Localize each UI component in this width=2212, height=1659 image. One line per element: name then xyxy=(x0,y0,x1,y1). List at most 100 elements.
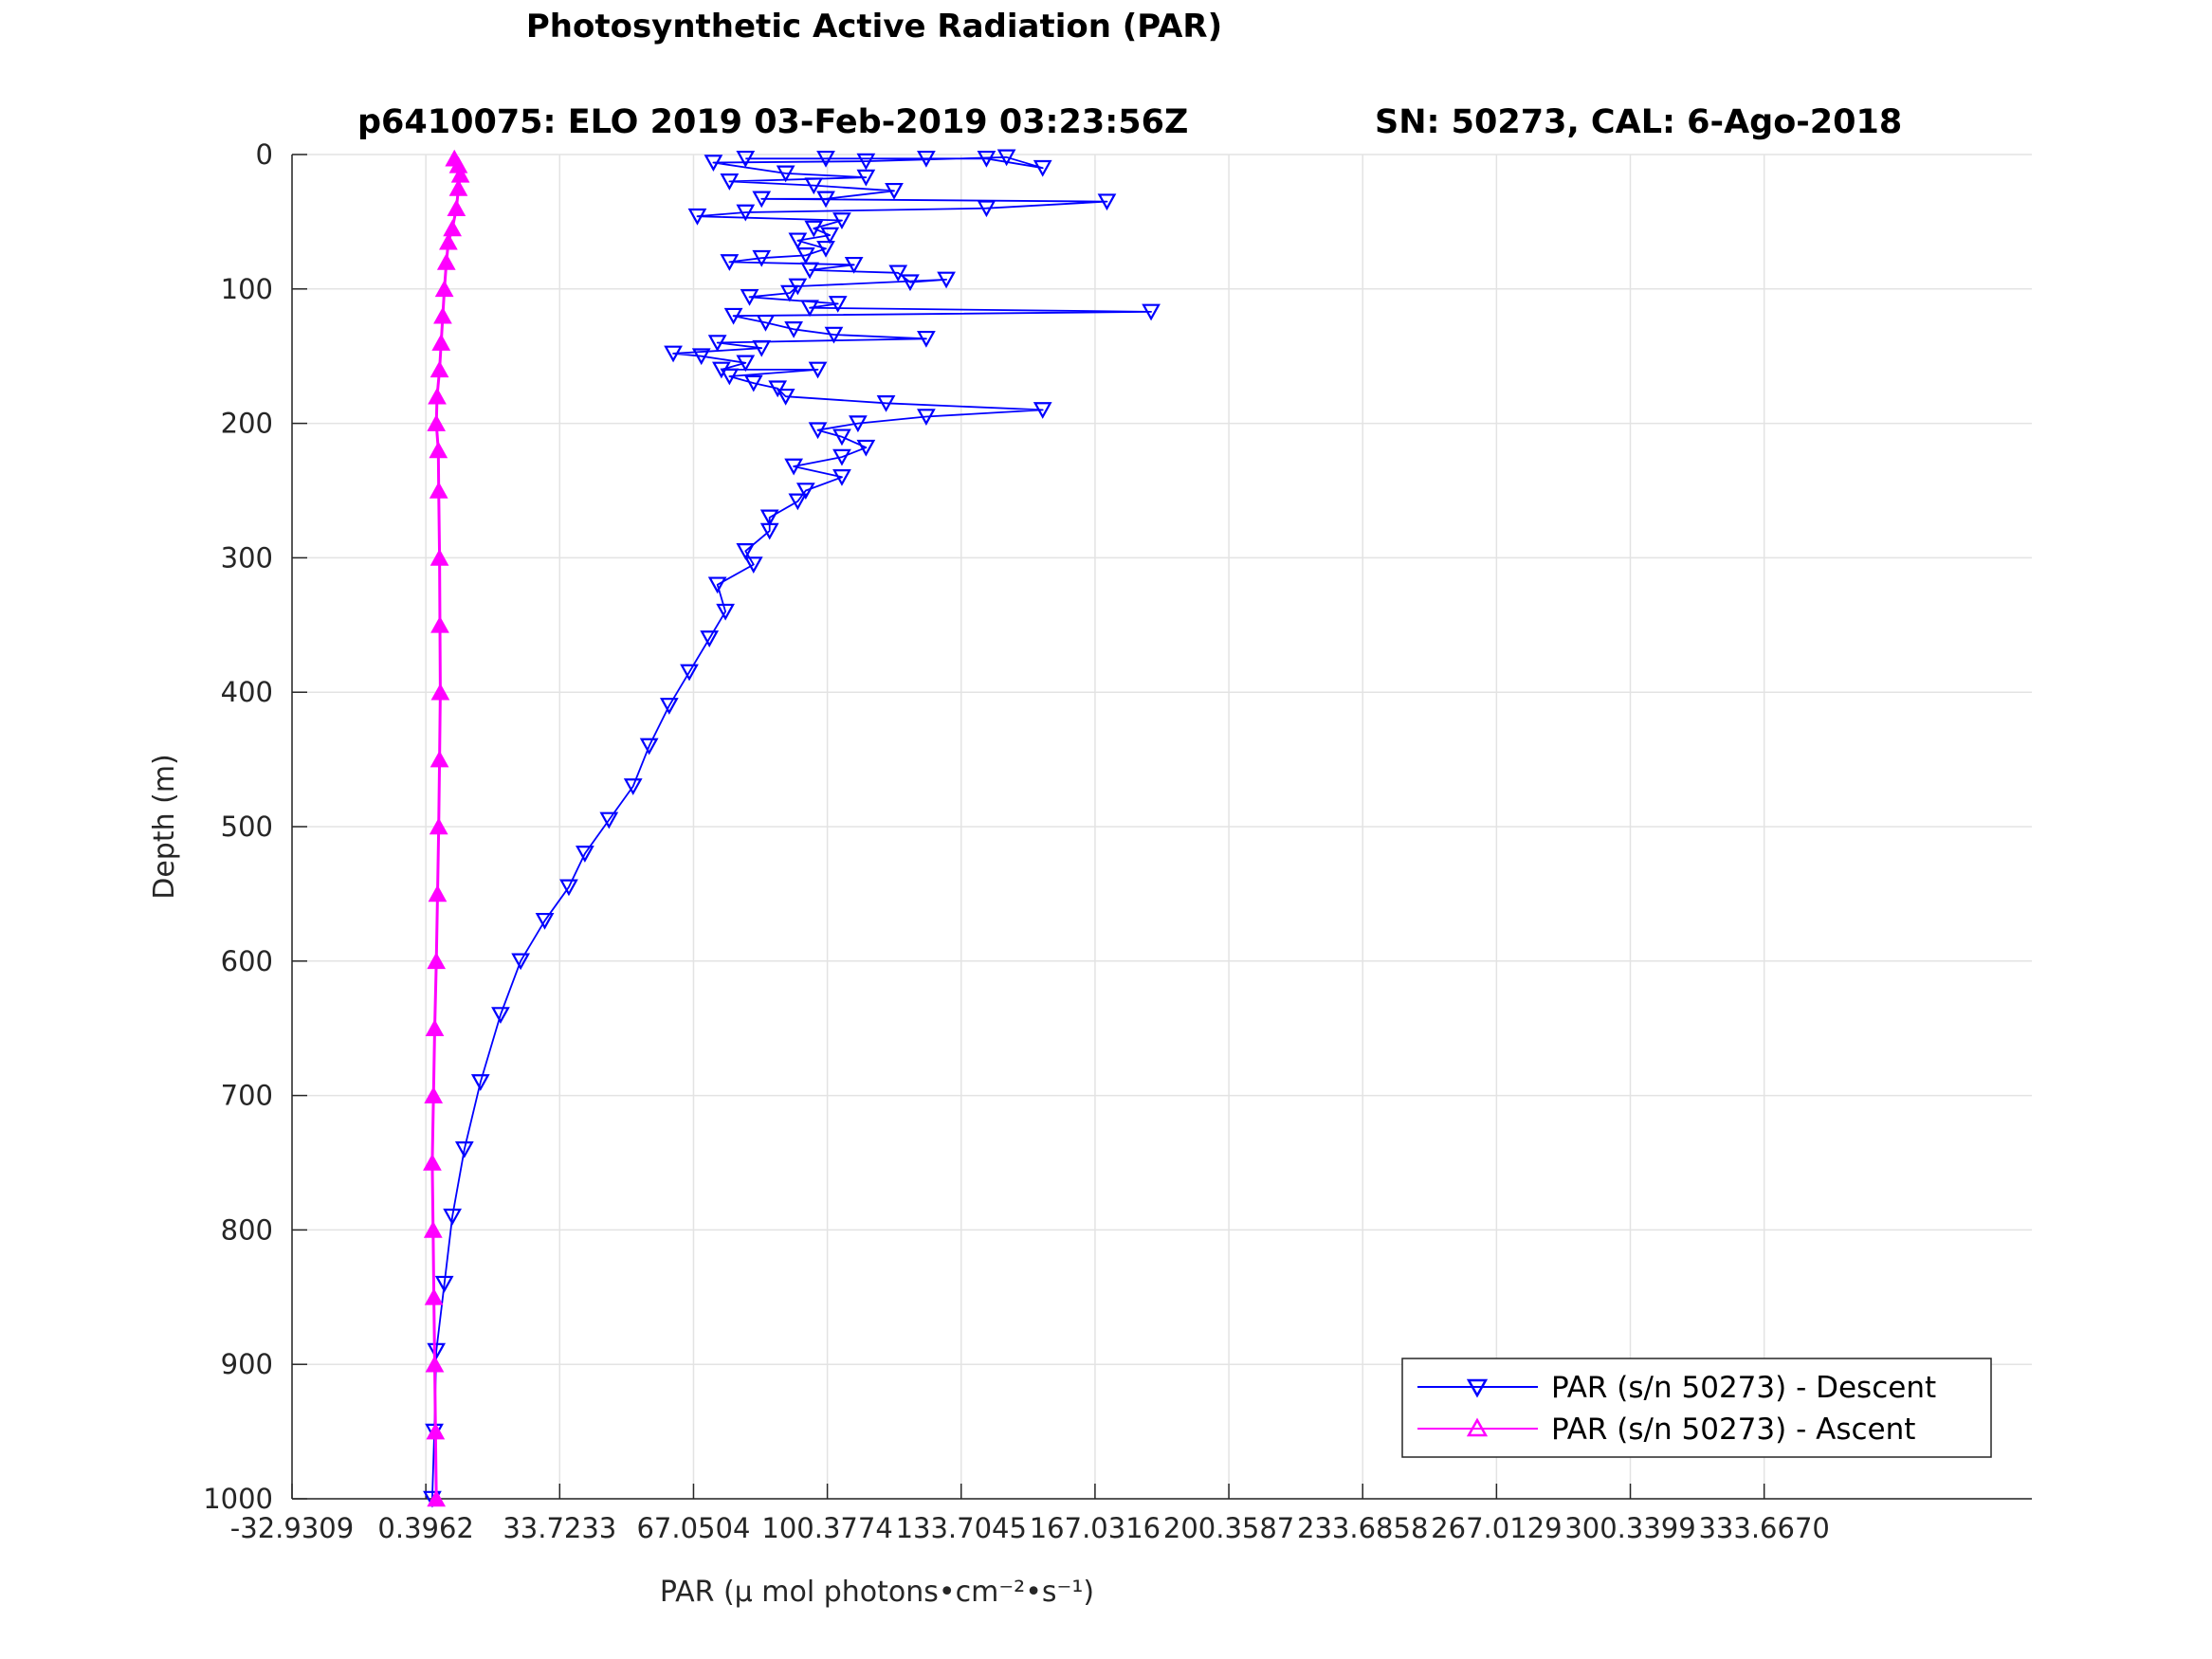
y-tick-label: 0 xyxy=(256,138,273,171)
ascent-marker xyxy=(430,750,449,768)
y-tick-label: 500 xyxy=(221,811,273,843)
legend: PAR (s/n 50273) - Descent PAR (s/n 50273… xyxy=(1401,1358,1992,1458)
descent-marker xyxy=(816,240,835,258)
descent-marker xyxy=(743,556,763,574)
x-tick-label: 100.3774 xyxy=(761,1512,892,1544)
descent-marker xyxy=(784,321,803,338)
descent-marker xyxy=(434,1275,454,1293)
descent-marker xyxy=(736,204,756,222)
x-tick-label: 300.3399 xyxy=(1564,1512,1695,1544)
descent-marker xyxy=(756,314,776,332)
descent-marker xyxy=(917,150,936,168)
descent-marker xyxy=(901,274,920,292)
y-tick-label: 300 xyxy=(221,541,273,574)
descent-marker xyxy=(795,483,815,500)
ascent-marker xyxy=(426,1422,446,1440)
ascent-marker xyxy=(428,387,447,405)
descent-marker xyxy=(808,422,828,440)
ascent-marker xyxy=(425,1355,445,1373)
descent-marker xyxy=(691,348,711,366)
ascent-marker xyxy=(430,548,449,566)
descent-marker xyxy=(752,339,772,357)
ascent-marker xyxy=(427,952,447,970)
ascent-marker xyxy=(429,817,448,835)
ascent-marker xyxy=(447,199,466,217)
descent-marker xyxy=(707,576,727,594)
descent-marker xyxy=(535,912,555,930)
x-tick-label: 267.0129 xyxy=(1431,1512,1562,1544)
descent-marker xyxy=(623,778,643,795)
descent-marker xyxy=(820,227,840,245)
ascent-marker xyxy=(450,165,470,183)
descent-marker xyxy=(664,345,683,363)
legend-label-descent: PAR (s/n 50273) - Descent xyxy=(1551,1371,1936,1405)
descent-marker xyxy=(804,220,824,238)
descent-marker xyxy=(1033,402,1052,419)
x-tick-label: 133.7045 xyxy=(896,1512,1027,1544)
y-tick-label: 600 xyxy=(221,945,273,977)
descent-marker xyxy=(888,264,908,283)
descent-marker xyxy=(1097,193,1117,211)
descent-marker xyxy=(885,182,904,200)
descent-marker xyxy=(720,173,740,191)
descent-marker xyxy=(917,409,936,426)
ascent-marker xyxy=(423,1154,442,1171)
y-tick-label: 200 xyxy=(221,408,273,440)
descent-marker xyxy=(856,153,876,171)
descent-marker xyxy=(740,289,759,306)
descent-marker xyxy=(427,1342,447,1360)
descent-marker xyxy=(800,262,819,280)
descent-marker xyxy=(844,256,864,274)
descent-marker xyxy=(743,374,763,392)
descent-marker xyxy=(659,698,679,715)
descent-marker xyxy=(559,879,578,897)
ascent-marker xyxy=(425,1019,445,1036)
x-tick-labels: -32.9309 0.3962 33.7233 67.0504 100.3774 133.… xyxy=(230,1512,1830,1544)
ascent-marker xyxy=(423,1220,443,1238)
descent-marker xyxy=(876,395,896,412)
x-tick-label: 67.0504 xyxy=(636,1512,750,1544)
descent-marker xyxy=(917,330,936,348)
descent-marker xyxy=(1142,303,1161,321)
ascent-marker xyxy=(439,232,458,250)
x-tick-label: 233.6858 xyxy=(1297,1512,1428,1544)
descent-marker xyxy=(776,165,795,183)
y-tick-labels: 0 100 200 300 400 500 600 700 800 900 1000 xyxy=(203,138,273,1515)
descent-marker xyxy=(788,493,808,511)
y-tick-label: 800 xyxy=(221,1213,273,1246)
descent-marker xyxy=(1033,159,1052,177)
descent-marker xyxy=(776,388,795,406)
descent-marker xyxy=(808,361,828,379)
ascent-marker xyxy=(424,1287,444,1305)
descent-marker xyxy=(788,232,808,250)
descent-marker xyxy=(576,846,594,863)
chart-title: Photosynthetic Active Radiation (PAR) xyxy=(526,8,1222,46)
descent-marker xyxy=(736,543,756,560)
descent-marker xyxy=(511,953,530,971)
chart-subtitle-right: SN: 50273, CAL: 6-Ago-2018 xyxy=(1375,103,1902,141)
descent-marker xyxy=(736,150,756,168)
axes xyxy=(291,154,2032,1500)
descent-marker xyxy=(720,254,740,271)
y-tick-label: 400 xyxy=(221,676,273,708)
ascent-marker xyxy=(430,360,449,378)
x-tick-label: -32.9309 xyxy=(230,1512,354,1544)
legend-label-ascent: PAR (s/n 50273) - Ascent xyxy=(1551,1413,1915,1447)
descent-marker xyxy=(752,191,772,209)
x-tick-label: 200.3587 xyxy=(1163,1512,1294,1544)
ascent-marker xyxy=(443,219,462,237)
descent-marker xyxy=(780,284,799,302)
y-tick-label: 1000 xyxy=(203,1483,273,1515)
ascent-marker xyxy=(434,280,454,298)
legend-marker-ascent xyxy=(1466,1417,1489,1437)
descent-marker xyxy=(680,664,699,682)
descent-marker xyxy=(856,439,876,457)
y-tick-label: 900 xyxy=(221,1348,273,1380)
ascent-marker xyxy=(424,1086,444,1103)
descent-marker xyxy=(804,177,824,195)
descent-marker xyxy=(977,150,996,168)
descent-marker xyxy=(687,208,707,226)
descent-marker xyxy=(937,271,956,289)
descent-marker xyxy=(759,522,779,540)
descent-marker xyxy=(828,296,848,313)
